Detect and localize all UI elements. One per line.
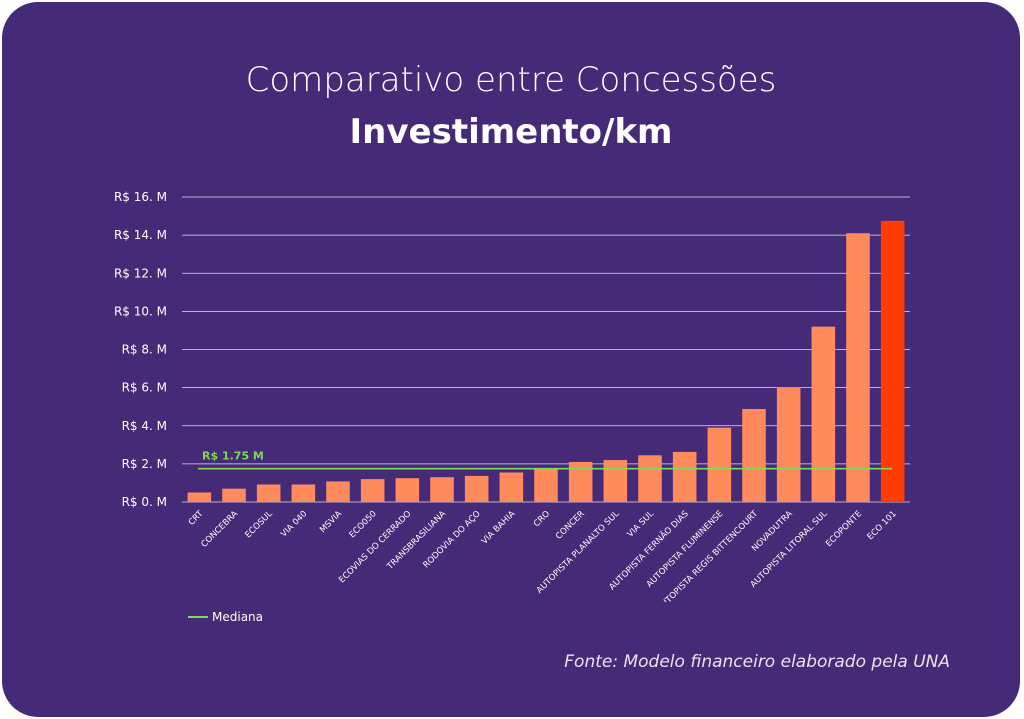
y-tick-label: R$ 8. M [122,343,167,357]
bar [464,475,489,502]
bar [222,488,246,502]
bar [603,460,628,502]
y-tick-label: R$ 4. M [122,419,167,433]
y-tick-label: R$ 10. M [114,304,167,318]
bar [638,455,662,502]
x-tick-label: CONCER [554,509,587,542]
x-tick-label: CONCEBRA [199,509,240,550]
bar [742,408,766,502]
bar-chart: R$ 0. M R$ 2. M R$ 4. M R$ 6. M R$ 8. M R$ 10… [114,190,910,602]
x-tick-label: ECOPONTE [824,509,864,549]
bar [395,478,420,502]
chart-title: Comparativo entre Concessões [245,60,777,100]
bar [568,461,593,502]
x-tick-label: TRANSBRASILIANA [385,509,449,573]
x-tick-label: CRO [532,509,552,529]
x-tick-label: ECO050 [348,509,379,540]
bar [672,451,697,502]
x-tick-label: ECO 101 [866,509,899,542]
bar [256,484,281,502]
y-tick-label: R$ 0. M [122,495,167,509]
bar [776,387,801,502]
bar [499,472,524,502]
bar [360,479,385,502]
bar [326,481,350,502]
bar [811,326,836,502]
source-note: Fonte: Modelo financeiro elaborado pela … [564,652,950,672]
y-tick-label: R$ 2. M [122,457,167,471]
bar [430,477,454,502]
bar [291,484,316,502]
bar [187,492,212,502]
y-tick-label: R$ 14. M [114,228,167,242]
x-tick-label: VIA 040 [279,509,309,539]
bar [846,233,870,502]
x-tick-label: MSVIA [318,509,344,535]
median-legend-label: Mediana [212,610,263,624]
x-tick-label: CRT [187,508,206,527]
median-label: R$ 1.75 M [202,450,264,463]
bar [707,427,732,502]
y-tick-label: R$ 6. M [122,381,167,395]
x-tick-label: ECOSUL [243,509,275,541]
bar [534,468,558,502]
x-tick-label: VIA SUL [626,509,657,540]
chart-subtitle: Investimento/km [349,112,673,152]
median-legend-swatch [188,616,208,618]
y-tick-label: R$ 12. M [114,266,167,280]
bar [880,220,905,502]
x-tick-label: VIA BAHIA [480,509,518,547]
y-tick-label: R$ 16. M [114,190,167,204]
legend: Mediana [188,610,263,624]
